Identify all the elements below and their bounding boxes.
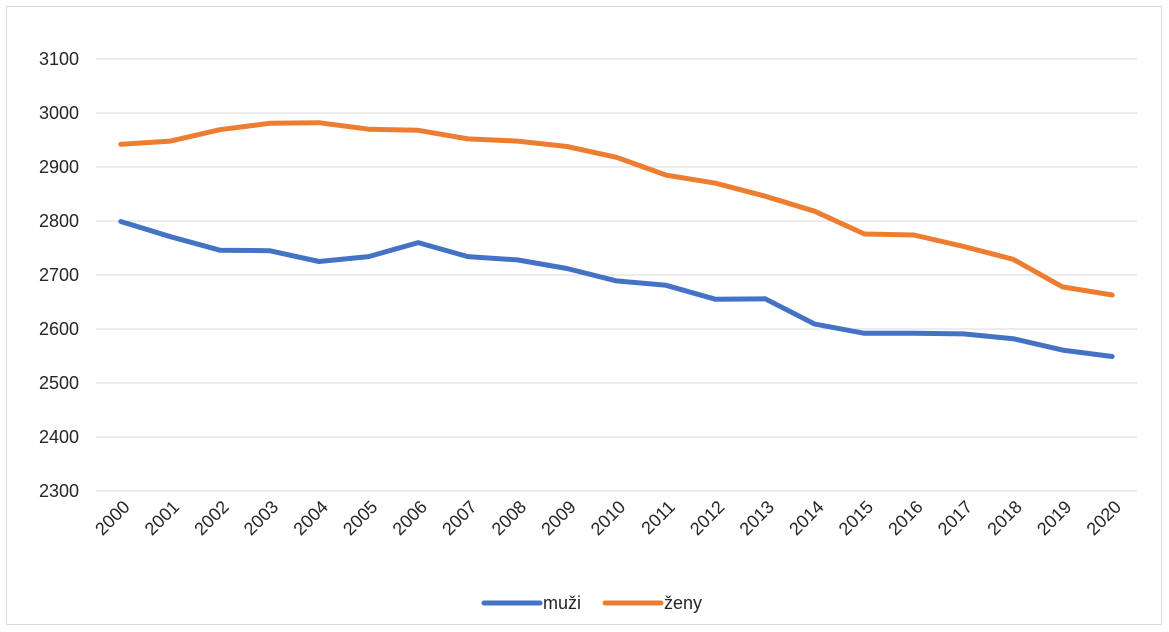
y-tick-label: 3000: [39, 103, 79, 123]
x-tick-label: 2006: [389, 497, 431, 539]
x-tick-label: 2012: [686, 497, 728, 539]
y-tick-label: 2400: [39, 427, 79, 447]
chart-frame: [6, 6, 1162, 625]
legend: muži ženy: [481, 593, 702, 613]
x-tick-label: 2015: [835, 497, 877, 539]
gridlines: [96, 58, 1137, 492]
x-tick-label: 2019: [1033, 497, 1075, 539]
series-line-muži: [118, 219, 1115, 359]
legend-label: muži: [543, 593, 581, 613]
y-tick-label: 2500: [39, 373, 79, 393]
x-tick-label: 2007: [438, 497, 480, 539]
x-tick-label: 2011: [637, 497, 679, 539]
x-tick-label: 2005: [339, 497, 381, 539]
x-tick-label: 2001: [141, 497, 183, 539]
x-tick-label: 2004: [289, 497, 331, 539]
y-tick-label: 2700: [39, 265, 79, 285]
x-tick-label: 2003: [240, 497, 282, 539]
series-lines: [118, 120, 1115, 359]
x-tick-label: 2002: [190, 497, 232, 539]
x-tick-label: 2010: [587, 497, 629, 539]
y-tick-label: 3100: [39, 49, 79, 69]
y-tick-label: 2600: [39, 319, 79, 339]
x-tick-label: 2009: [537, 497, 579, 539]
x-axis-ticks: 2000 2001 2002 2003 2004 2005 2006 2007 2008 2009…: [91, 497, 1125, 539]
x-tick-label: 2008: [488, 497, 530, 539]
x-tick-label: 2018: [983, 497, 1025, 539]
y-tick-label: 2900: [39, 157, 79, 177]
x-tick-label: 2000: [91, 497, 133, 539]
y-tick-label: 2300: [39, 481, 79, 501]
y-tick-label: 2800: [39, 211, 79, 231]
x-tick-label: 2020: [1083, 497, 1125, 539]
x-tick-label: 2013: [736, 497, 778, 539]
x-tick-label: 2014: [785, 497, 827, 539]
series-line-ženy: [118, 120, 1115, 298]
x-tick-label: 2016: [884, 497, 926, 539]
legend-label: ženy: [664, 593, 702, 613]
x-tick-label: 2017: [934, 497, 976, 539]
y-axis-ticks: 2300 2400 2500 2600 2700 2800 2900 3000 3100: [39, 49, 79, 501]
